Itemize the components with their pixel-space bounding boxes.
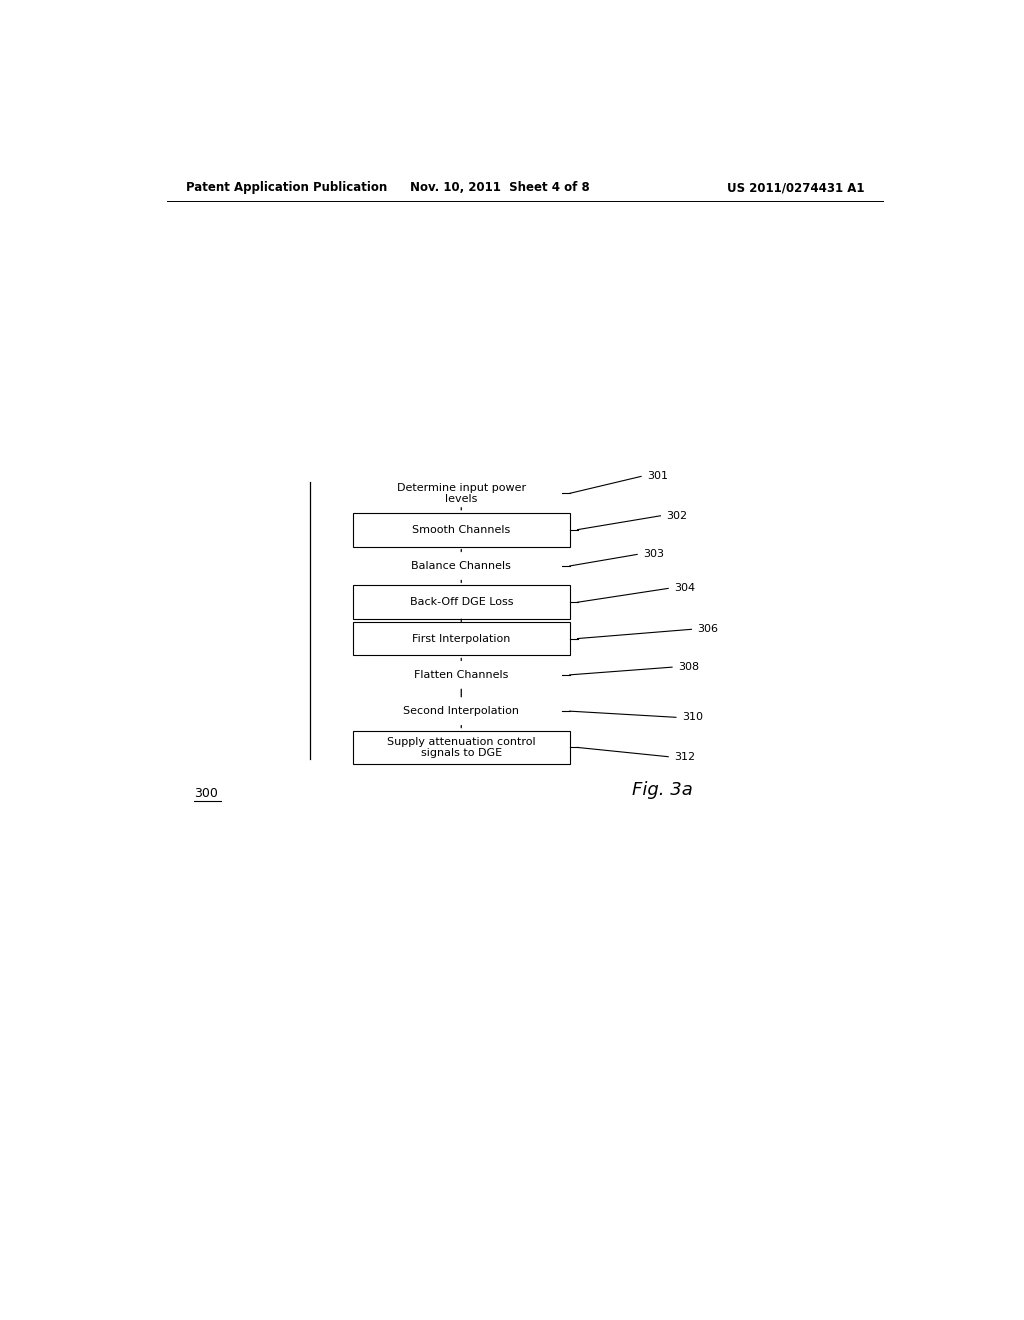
Text: Determine input power
levels: Determine input power levels <box>396 483 525 504</box>
Text: 310: 310 <box>682 713 703 722</box>
Bar <box>352 622 569 656</box>
Text: Second Interpolation: Second Interpolation <box>403 706 519 717</box>
Text: 301: 301 <box>647 471 669 482</box>
Text: First Interpolation: First Interpolation <box>412 634 510 644</box>
Text: 300: 300 <box>194 787 218 800</box>
Text: 303: 303 <box>643 549 665 560</box>
Text: 306: 306 <box>697 624 719 635</box>
Bar <box>352 512 569 546</box>
Text: Nov. 10, 2011  Sheet 4 of 8: Nov. 10, 2011 Sheet 4 of 8 <box>411 181 590 194</box>
Bar <box>352 585 569 619</box>
Text: 312: 312 <box>675 751 695 762</box>
Text: US 2011/0274431 A1: US 2011/0274431 A1 <box>727 181 864 194</box>
Text: Supply attenuation control
signals to DGE: Supply attenuation control signals to DG… <box>387 737 536 758</box>
Text: 302: 302 <box>667 511 688 521</box>
Bar <box>352 730 569 764</box>
Text: Back-Off DGE Loss: Back-Off DGE Loss <box>410 597 513 607</box>
Text: Fig. 3a: Fig. 3a <box>632 781 692 799</box>
Text: Balance Channels: Balance Channels <box>412 561 511 572</box>
Text: Smooth Channels: Smooth Channels <box>412 524 510 535</box>
Text: 304: 304 <box>675 583 695 594</box>
Text: 308: 308 <box>678 663 699 672</box>
Text: Patent Application Publication: Patent Application Publication <box>186 181 387 194</box>
Text: Flatten Channels: Flatten Channels <box>414 669 509 680</box>
